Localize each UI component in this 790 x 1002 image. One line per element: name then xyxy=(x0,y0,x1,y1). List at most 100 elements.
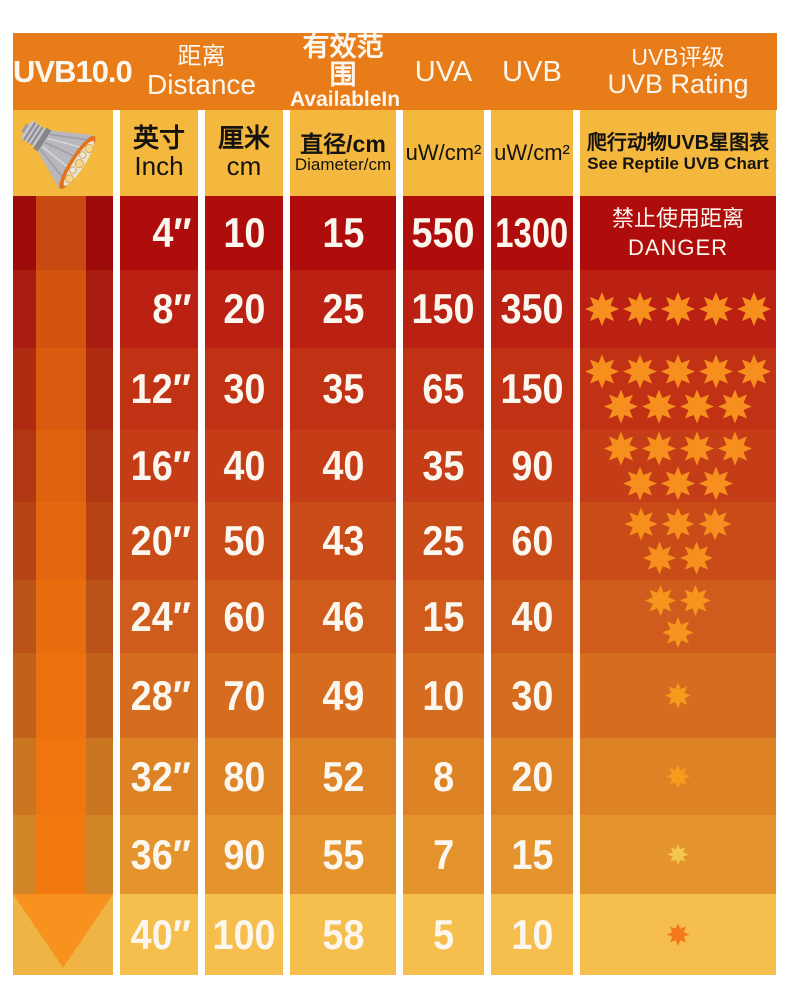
star-icon xyxy=(718,389,752,424)
arrow-shaft xyxy=(36,196,86,270)
header-rating: UVB评级 UVB Rating xyxy=(580,45,776,98)
star-icon xyxy=(666,923,690,946)
header-available: 有效范围 AvailableIn xyxy=(290,33,400,111)
uvb-lamp-icon xyxy=(21,121,96,189)
cell-uvb: 15 xyxy=(491,815,573,894)
subheader-inch-zh: 英寸 xyxy=(132,123,185,154)
star-line xyxy=(662,617,694,648)
cell-diameter-text: 35 xyxy=(321,365,365,412)
cell-uvb-text: 60 xyxy=(510,517,554,564)
cell-uva: 5 xyxy=(403,894,484,975)
cell-diameter: 40 xyxy=(290,430,396,502)
star-line xyxy=(585,292,771,326)
cell-distance-inch: 36″ xyxy=(120,815,198,894)
cell-distance-cm-text: 90 xyxy=(222,830,266,878)
subheader-rating-en: See Reptile UVB Chart xyxy=(587,153,769,173)
arrow-track-segment xyxy=(13,580,113,653)
cell-distance-cm-text: 70 xyxy=(222,671,266,719)
cell-uva-text: 7 xyxy=(432,830,455,878)
cell-uvb-text: 90 xyxy=(510,442,554,489)
star-icon xyxy=(661,292,695,326)
cell-distance-inch: 32″ xyxy=(120,738,198,815)
star-line xyxy=(666,923,690,946)
danger-label-en: DANGER xyxy=(627,234,729,260)
cell-distance-cm: 90 xyxy=(205,815,283,894)
cell-distance-cm-text: 80 xyxy=(222,752,266,800)
star-icon xyxy=(643,541,676,575)
arrow-track-segment xyxy=(13,815,113,894)
cell-uvb-rating xyxy=(580,815,776,894)
cell-uvb-rating xyxy=(580,430,776,502)
star-icon xyxy=(680,389,714,424)
arrow-shaft xyxy=(36,270,86,348)
cell-diameter-text: 49 xyxy=(321,671,365,719)
cell-distance-inch-text: 24″ xyxy=(130,592,191,640)
cell-diameter: 49 xyxy=(290,653,396,738)
cell-uva: 8 xyxy=(403,738,484,815)
cell-uva: 35 xyxy=(403,430,484,502)
star-line xyxy=(623,466,733,501)
cell-uvb-rating xyxy=(580,502,776,580)
star-icon xyxy=(585,354,619,389)
star-line xyxy=(604,431,752,466)
cell-distance-cm: 70 xyxy=(205,653,283,738)
star-icon xyxy=(666,764,690,789)
cell-distance-inch-text: 28″ xyxy=(130,671,191,719)
cell-diameter: 52 xyxy=(290,738,396,815)
star-line xyxy=(645,585,711,616)
star-icon xyxy=(665,682,691,709)
star-icon xyxy=(718,431,752,466)
cell-uvb: 40 xyxy=(491,580,573,653)
cell-uvb-text: 40 xyxy=(510,592,554,640)
cell-distance-inch: 16″ xyxy=(120,430,198,502)
cell-distance-cm: 100 xyxy=(205,894,283,975)
cell-distance-cm: 40 xyxy=(205,430,283,502)
cell-uvb-text: 350 xyxy=(500,285,564,332)
star-icon xyxy=(623,466,657,501)
star-icon xyxy=(698,507,732,541)
cell-diameter: 15 xyxy=(290,196,396,270)
table-body: 英寸 Inch 厘米 cm 直径/cm Diameter/cm uW/cm² u… xyxy=(13,110,777,975)
subheader-diameter-en: Diameter/cm xyxy=(294,155,392,175)
cell-uva: 25 xyxy=(403,502,484,580)
star-line xyxy=(624,507,732,541)
cell-distance-cm-text: 60 xyxy=(222,592,266,640)
cell-uvb: 1300 xyxy=(491,196,573,270)
cell-uva-text: 10 xyxy=(422,671,465,719)
arrow-track-segment xyxy=(13,653,113,738)
star-icon xyxy=(667,844,689,865)
cell-uva: 65 xyxy=(403,348,484,430)
cell-distance-inch-text: 20″ xyxy=(130,517,191,564)
cell-distance-cm: 20 xyxy=(205,270,283,348)
cell-uva: 550 xyxy=(403,196,484,270)
cell-uvb-rating xyxy=(580,348,776,430)
cell-uvb-rating xyxy=(580,738,776,815)
cell-distance-inch: 4″ xyxy=(120,196,198,270)
star-icon xyxy=(623,354,657,389)
subheader-inch: 英寸 Inch xyxy=(120,110,198,196)
cell-diameter-text: 40 xyxy=(321,442,365,489)
star-icon xyxy=(699,354,733,389)
subheader-cm: 厘米 cm xyxy=(205,110,283,196)
star-icon xyxy=(623,292,657,326)
subheader-rating-zh: 爬行动物UVB星图表 xyxy=(586,132,770,155)
cell-distance-inch: 20″ xyxy=(120,502,198,580)
cell-distance-inch-text: 36″ xyxy=(130,830,191,878)
cell-uvb-text: 1300 xyxy=(495,209,569,256)
lamp-image-cell xyxy=(13,110,113,196)
cell-uvb-rating: 禁止使用距离 DANGER xyxy=(580,196,776,270)
star-icon xyxy=(642,389,676,424)
cell-distance-cm-text: 40 xyxy=(222,442,266,489)
cell-uvb-text: 10 xyxy=(510,910,554,958)
header-uva: UVA xyxy=(414,55,473,88)
arrow-shaft xyxy=(36,653,86,738)
star-icon xyxy=(737,354,771,389)
cell-diameter-text: 25 xyxy=(321,285,365,332)
cell-uva-text: 550 xyxy=(411,209,476,256)
cell-diameter: 35 xyxy=(290,348,396,430)
star-icon xyxy=(661,507,695,541)
cell-diameter: 43 xyxy=(290,502,396,580)
star-icon xyxy=(680,431,714,466)
subheader-diameter: 直径/cm Diameter/cm xyxy=(290,110,396,196)
